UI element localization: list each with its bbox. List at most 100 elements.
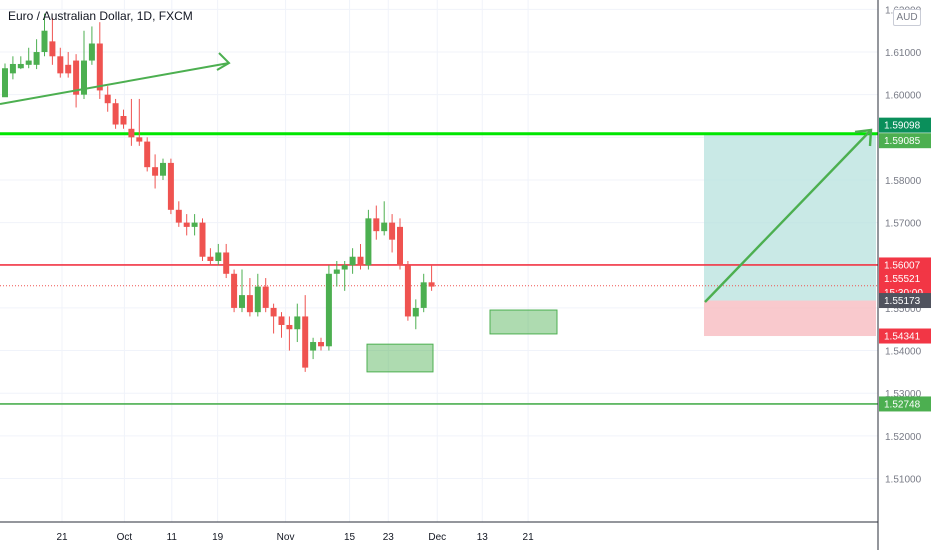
candle-body	[112, 103, 119, 125]
candle-body	[57, 56, 64, 74]
price-tag: 1.54341	[879, 328, 931, 344]
candle-body	[397, 226, 403, 266]
candle-body	[88, 43, 95, 61]
trend-arrow-line	[0, 62, 230, 105]
x-tick-label: 23	[383, 532, 395, 543]
price-tag-text: 1.55521	[884, 274, 921, 285]
candle-body	[389, 222, 396, 240]
time-axis: 21 Oct 11 19 Nov 15 23 Dec 13 21	[0, 521, 878, 543]
price-tag-text: 1.59098	[884, 121, 921, 132]
candle-body	[120, 116, 127, 125]
candle-body	[49, 41, 56, 57]
x-tick-label: Oct	[117, 532, 133, 543]
candle-body	[254, 286, 261, 313]
candle-body	[9, 63, 16, 74]
candle-body	[136, 137, 143, 142]
candle-body	[128, 128, 135, 138]
x-tick-label: 21	[56, 532, 68, 543]
x-tick-label: 13	[477, 532, 489, 543]
candle-body	[294, 316, 301, 330]
y-tick-label: 1.57000	[885, 219, 922, 230]
candle-body	[25, 60, 32, 65]
candle-body	[333, 269, 340, 274]
candle-body	[96, 43, 103, 91]
price-tag-text: 1.59085	[884, 136, 921, 147]
candle-body	[104, 94, 111, 104]
candle-body	[349, 256, 356, 266]
price-tag: 1.52748	[879, 396, 931, 412]
candle-body	[341, 265, 348, 270]
symbol-title: Euro / Australian Dollar, 1D, FXCM	[8, 9, 193, 23]
price-tag-bg	[879, 271, 931, 287]
candle-body	[318, 342, 324, 347]
x-tick-label: Dec	[428, 532, 446, 543]
price-tag-text: 1.56007	[884, 260, 921, 271]
candle-body	[17, 63, 24, 69]
y-tick-label: 1.54000	[885, 347, 922, 358]
trend-arrow-head	[216, 52, 231, 71]
target-arrow-head	[854, 128, 873, 147]
horizontal-levels	[0, 132, 878, 405]
candle-body	[73, 60, 80, 95]
candle-body	[381, 222, 388, 232]
candle-body	[167, 162, 174, 210]
candle-body	[270, 307, 277, 317]
candle-body	[404, 265, 411, 317]
candle-body	[160, 162, 166, 176]
demand-zone-1	[366, 343, 434, 373]
candle-body	[144, 141, 151, 168]
candle-body	[65, 64, 72, 74]
price-tag-text: 1.52748	[884, 399, 921, 410]
y-tick-label: 1.51000	[885, 475, 922, 486]
candle-body	[207, 256, 214, 261]
candle-body	[286, 324, 293, 330]
candle-body	[246, 295, 253, 313]
candle-body	[199, 222, 206, 257]
candle-body	[278, 316, 285, 325]
x-tick-label: 15	[344, 532, 356, 543]
x-tick-label: 19	[212, 532, 224, 543]
price-tag-bg	[879, 117, 931, 133]
candle-body	[412, 307, 419, 317]
y-tick-label: 1.58000	[885, 176, 922, 187]
position-zones	[704, 133, 876, 337]
candle-body	[215, 252, 222, 261]
price-tag-text: 1.54341	[884, 332, 921, 343]
x-tick-label: 21	[523, 532, 535, 543]
price-tag: 1.55521	[879, 271, 931, 287]
y-tick-label: 1.53000	[885, 389, 922, 400]
candle-body	[175, 209, 182, 223]
candle-body	[365, 218, 372, 266]
y-tick-label: 1.52000	[885, 432, 922, 443]
candlestick-series	[2, 13, 435, 372]
currency-badge[interactable]: AUD	[893, 9, 921, 26]
candle-body	[302, 316, 309, 368]
candle-body	[262, 286, 269, 308]
price-tag-bg	[879, 328, 931, 344]
price-tag: 1.59085	[879, 133, 931, 149]
y-tick-label: 1.61000	[885, 48, 922, 59]
candle-body	[223, 252, 230, 274]
candle-body	[33, 52, 40, 65]
price-tag-bg	[879, 257, 931, 273]
candle-body	[239, 295, 245, 308]
stop-zone	[704, 300, 876, 337]
candle-body	[41, 30, 48, 53]
candle-body	[310, 342, 317, 351]
candle-body	[2, 68, 8, 98]
price-tag-text: 1.55173	[884, 296, 921, 307]
candle-body	[183, 222, 190, 227]
chart-grid	[0, 0, 878, 522]
candle-body	[81, 60, 87, 95]
price-tag-bg	[879, 293, 931, 309]
candle-body	[428, 282, 435, 287]
price-tag-bg	[879, 133, 931, 149]
price-labels: 1.590981.590851.560071.5552115:30:001.55…	[879, 117, 931, 412]
drawings	[0, 52, 873, 373]
x-tick-label: 11	[167, 532, 178, 543]
price-tag: 1.55173	[879, 293, 931, 309]
candle-body	[373, 218, 380, 232]
y-tick-label: 1.60000	[885, 91, 922, 102]
candle-body	[420, 282, 427, 308]
